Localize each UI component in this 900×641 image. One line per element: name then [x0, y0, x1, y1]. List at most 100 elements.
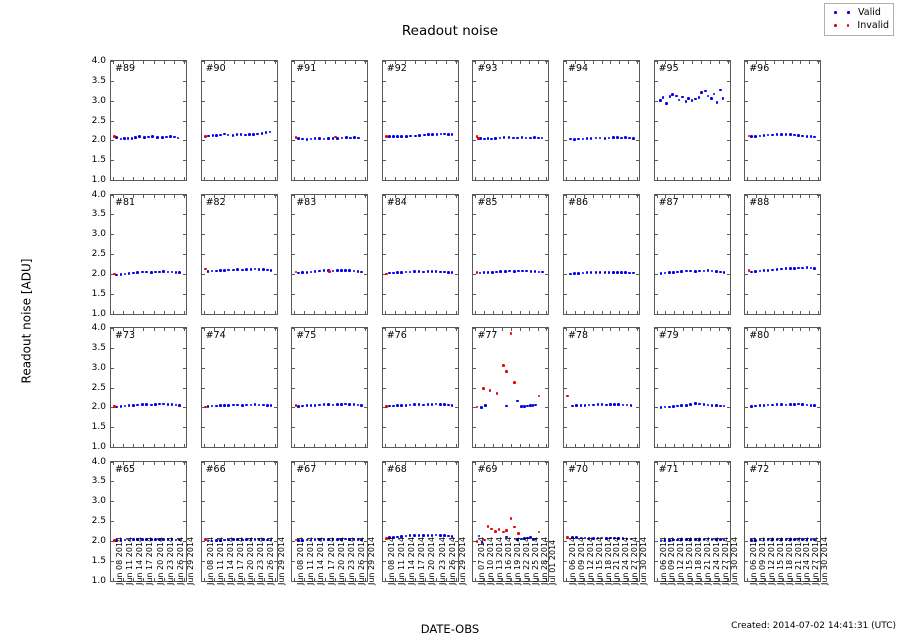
data-point-valid — [631, 271, 635, 275]
data-point-valid — [719, 404, 722, 408]
x-tick-label: Jun 26 2014 — [447, 536, 457, 585]
plot-area — [111, 328, 186, 447]
data-point-valid — [508, 269, 511, 273]
data-point-valid — [404, 270, 408, 274]
x-tick-mark — [528, 328, 530, 331]
x-tick-mark — [619, 61, 621, 64]
data-point-valid — [589, 137, 593, 140]
y-tick-mark — [111, 254, 114, 255]
x-tick-mark — [628, 577, 630, 581]
data-point-valid — [813, 135, 816, 139]
y-tick-mark — [454, 521, 458, 522]
x-tick-label: Jun 30 2014 — [639, 536, 648, 585]
x-tick-mark — [334, 310, 336, 314]
data-point-valid — [248, 133, 251, 137]
y-tick-mark — [292, 367, 296, 369]
x-tick-mark — [244, 177, 246, 180]
data-point-valid — [805, 135, 809, 138]
y-tick-mark — [382, 367, 386, 369]
y-tick-mark — [201, 387, 205, 389]
y-tick-mark — [292, 120, 296, 122]
data-point-invalid — [566, 535, 569, 539]
data-point-invalid — [513, 381, 516, 385]
x-tick-mark — [173, 444, 175, 447]
data-point-invalid — [385, 405, 388, 408]
data-point-invalid — [495, 392, 499, 395]
y-tick-mark — [745, 80, 749, 82]
data-point-valid — [577, 137, 581, 141]
y-tick-mark — [111, 481, 114, 483]
data-point-valid — [483, 137, 486, 141]
y-tick-mark — [454, 427, 458, 429]
x-tick-label: Jun 12 2014 — [585, 536, 595, 585]
x-tick-mark — [782, 461, 784, 465]
y-tick-mark — [364, 214, 368, 216]
x-tick-mark — [610, 310, 612, 314]
x-tick-mark — [674, 177, 676, 180]
x-tick-mark — [700, 328, 702, 331]
data-point-valid — [127, 404, 131, 408]
data-point-valid — [528, 136, 532, 140]
y-tick-mark — [111, 100, 114, 102]
data-point-valid — [698, 269, 701, 273]
x-tick-label: Jun 08 2014 — [115, 536, 124, 585]
data-point-valid — [528, 404, 532, 407]
data-point-valid — [714, 537, 718, 541]
data-point-valid — [249, 538, 253, 541]
data-point-valid — [793, 133, 796, 137]
panel-label: #70 — [568, 463, 589, 475]
y-tick-mark — [201, 328, 205, 329]
data-point-valid — [132, 271, 135, 275]
y-tick-mark — [564, 481, 567, 483]
data-point-valid — [241, 404, 244, 407]
data-point-valid — [418, 134, 421, 137]
x-tick-mark — [718, 310, 720, 314]
x-tick-mark — [123, 328, 125, 331]
x-tick-mark — [718, 61, 720, 64]
data-point-valid — [134, 136, 137, 139]
chart-title: Readout noise — [401, 23, 499, 39]
data-point-valid — [170, 403, 174, 406]
x-tick-mark — [415, 444, 417, 447]
y-tick-mark — [745, 234, 749, 236]
data-point-valid — [426, 533, 430, 537]
y-tick-mark — [636, 254, 639, 255]
x-tick-mark — [133, 177, 135, 180]
x-tick-label: Jun 18 2014 — [784, 536, 794, 585]
data-point-valid — [680, 270, 684, 273]
data-point-valid — [526, 536, 529, 540]
x-tick-mark — [143, 61, 145, 64]
y-tick-label: 3.0 — [91, 496, 106, 507]
plot-area — [654, 61, 730, 180]
y-tick-mark — [473, 501, 477, 503]
y-tick-mark — [183, 214, 186, 216]
x-tick-mark — [502, 577, 504, 581]
plot-area — [473, 328, 549, 447]
x-tick-mark — [484, 444, 486, 447]
x-tick-mark — [656, 444, 658, 447]
x-tick-mark — [153, 328, 155, 331]
y-tick-mark — [745, 140, 749, 142]
y-tick-mark — [292, 427, 296, 429]
y-tick-label: 3.0 — [91, 95, 106, 106]
x-tick-label: Jun 12 2014 — [766, 536, 776, 585]
data-point-valid — [264, 131, 268, 135]
x-tick-mark — [455, 194, 457, 198]
y-tick-mark — [545, 140, 549, 142]
x-tick-mark — [355, 194, 357, 198]
data-point-valid — [702, 537, 706, 541]
x-tick-mark — [628, 194, 630, 198]
data-point-valid — [344, 268, 347, 272]
x-tick-mark — [184, 577, 185, 581]
x-tick-mark — [133, 310, 135, 314]
x-tick-mark — [294, 61, 296, 64]
y-tick-mark — [545, 407, 549, 409]
x-tick-mark — [153, 461, 155, 465]
x-tick-mark — [324, 61, 326, 64]
x-tick-label: Jun 30 2014 — [729, 536, 739, 585]
y-tick-mark — [273, 100, 277, 102]
data-point-valid — [340, 537, 343, 541]
x-tick-mark — [818, 61, 820, 64]
data-point-valid — [685, 404, 688, 407]
data-point-valid — [579, 536, 583, 540]
